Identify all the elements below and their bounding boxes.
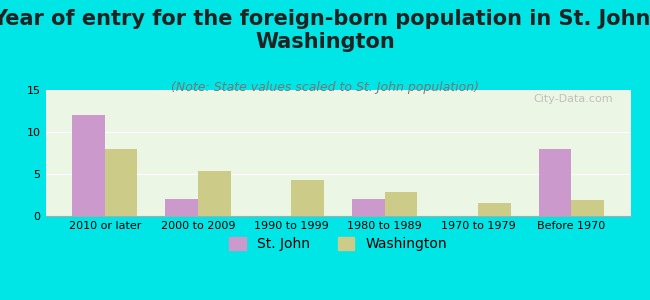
Bar: [385, 193, 417, 216]
Text: Year of entry for the foreign-born population in St. John,
Washington: Year of entry for the foreign-born popul…: [0, 9, 650, 52]
Bar: [198, 172, 231, 216]
Bar: [539, 149, 571, 216]
Bar: [291, 180, 324, 216]
Bar: [72, 115, 105, 216]
Legend: St. John, Washington: St. John, Washington: [224, 232, 452, 257]
Bar: [352, 199, 385, 216]
Text: City-Data.com: City-Data.com: [533, 94, 613, 104]
Bar: [165, 199, 198, 216]
Bar: [478, 203, 511, 216]
Bar: [105, 149, 137, 216]
Text: (Note: State values scaled to St. John population): (Note: State values scaled to St. John p…: [171, 81, 479, 94]
Bar: [571, 200, 604, 216]
